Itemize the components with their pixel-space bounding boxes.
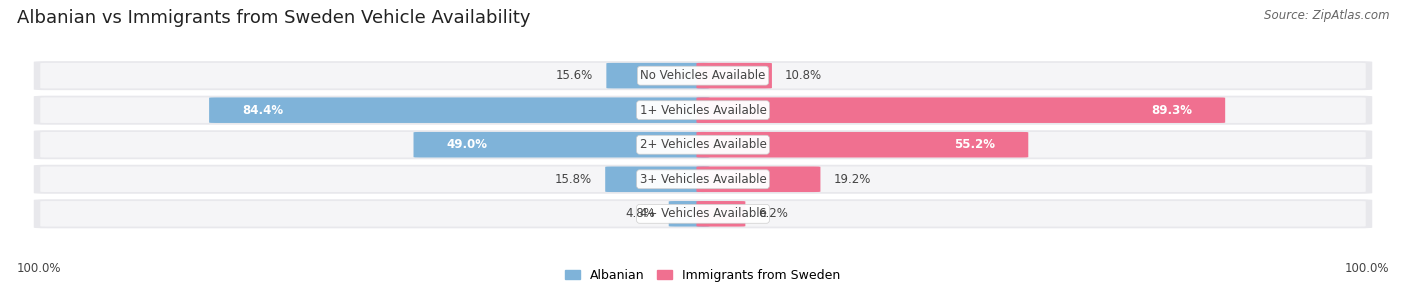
FancyBboxPatch shape <box>606 63 710 88</box>
FancyBboxPatch shape <box>669 201 710 227</box>
Text: 4.8%: 4.8% <box>626 207 655 220</box>
Text: Albanian vs Immigrants from Sweden Vehicle Availability: Albanian vs Immigrants from Sweden Vehic… <box>17 9 530 27</box>
Text: 15.8%: 15.8% <box>555 173 592 186</box>
Text: Source: ZipAtlas.com: Source: ZipAtlas.com <box>1264 9 1389 21</box>
Text: 100.0%: 100.0% <box>17 262 62 275</box>
Text: 55.2%: 55.2% <box>955 138 995 151</box>
FancyBboxPatch shape <box>696 132 1028 158</box>
Text: No Vehicles Available: No Vehicles Available <box>640 69 766 82</box>
FancyBboxPatch shape <box>34 96 1372 125</box>
FancyBboxPatch shape <box>41 201 1365 227</box>
FancyBboxPatch shape <box>696 166 821 192</box>
Text: 100.0%: 100.0% <box>1344 262 1389 275</box>
FancyBboxPatch shape <box>209 98 710 123</box>
Legend: Albanian, Immigrants from Sweden: Albanian, Immigrants from Sweden <box>561 264 845 286</box>
Text: 2+ Vehicles Available: 2+ Vehicles Available <box>640 138 766 151</box>
FancyBboxPatch shape <box>696 201 745 227</box>
FancyBboxPatch shape <box>41 98 1365 123</box>
Text: 10.8%: 10.8% <box>785 69 823 82</box>
Text: 3+ Vehicles Available: 3+ Vehicles Available <box>640 173 766 186</box>
FancyBboxPatch shape <box>34 199 1372 228</box>
Text: 15.6%: 15.6% <box>555 69 593 82</box>
FancyBboxPatch shape <box>41 132 1365 158</box>
FancyBboxPatch shape <box>696 98 1225 123</box>
FancyBboxPatch shape <box>41 166 1365 192</box>
FancyBboxPatch shape <box>34 61 1372 90</box>
Text: 1+ Vehicles Available: 1+ Vehicles Available <box>640 104 766 117</box>
FancyBboxPatch shape <box>413 132 710 158</box>
FancyBboxPatch shape <box>41 63 1365 88</box>
Text: 4+ Vehicles Available: 4+ Vehicles Available <box>640 207 766 220</box>
Text: 84.4%: 84.4% <box>242 104 283 117</box>
FancyBboxPatch shape <box>34 130 1372 159</box>
FancyBboxPatch shape <box>605 166 710 192</box>
FancyBboxPatch shape <box>34 165 1372 194</box>
Text: 49.0%: 49.0% <box>446 138 488 151</box>
Text: 19.2%: 19.2% <box>834 173 870 186</box>
Text: 89.3%: 89.3% <box>1152 104 1192 117</box>
FancyBboxPatch shape <box>696 63 772 88</box>
Text: 6.2%: 6.2% <box>758 207 789 220</box>
